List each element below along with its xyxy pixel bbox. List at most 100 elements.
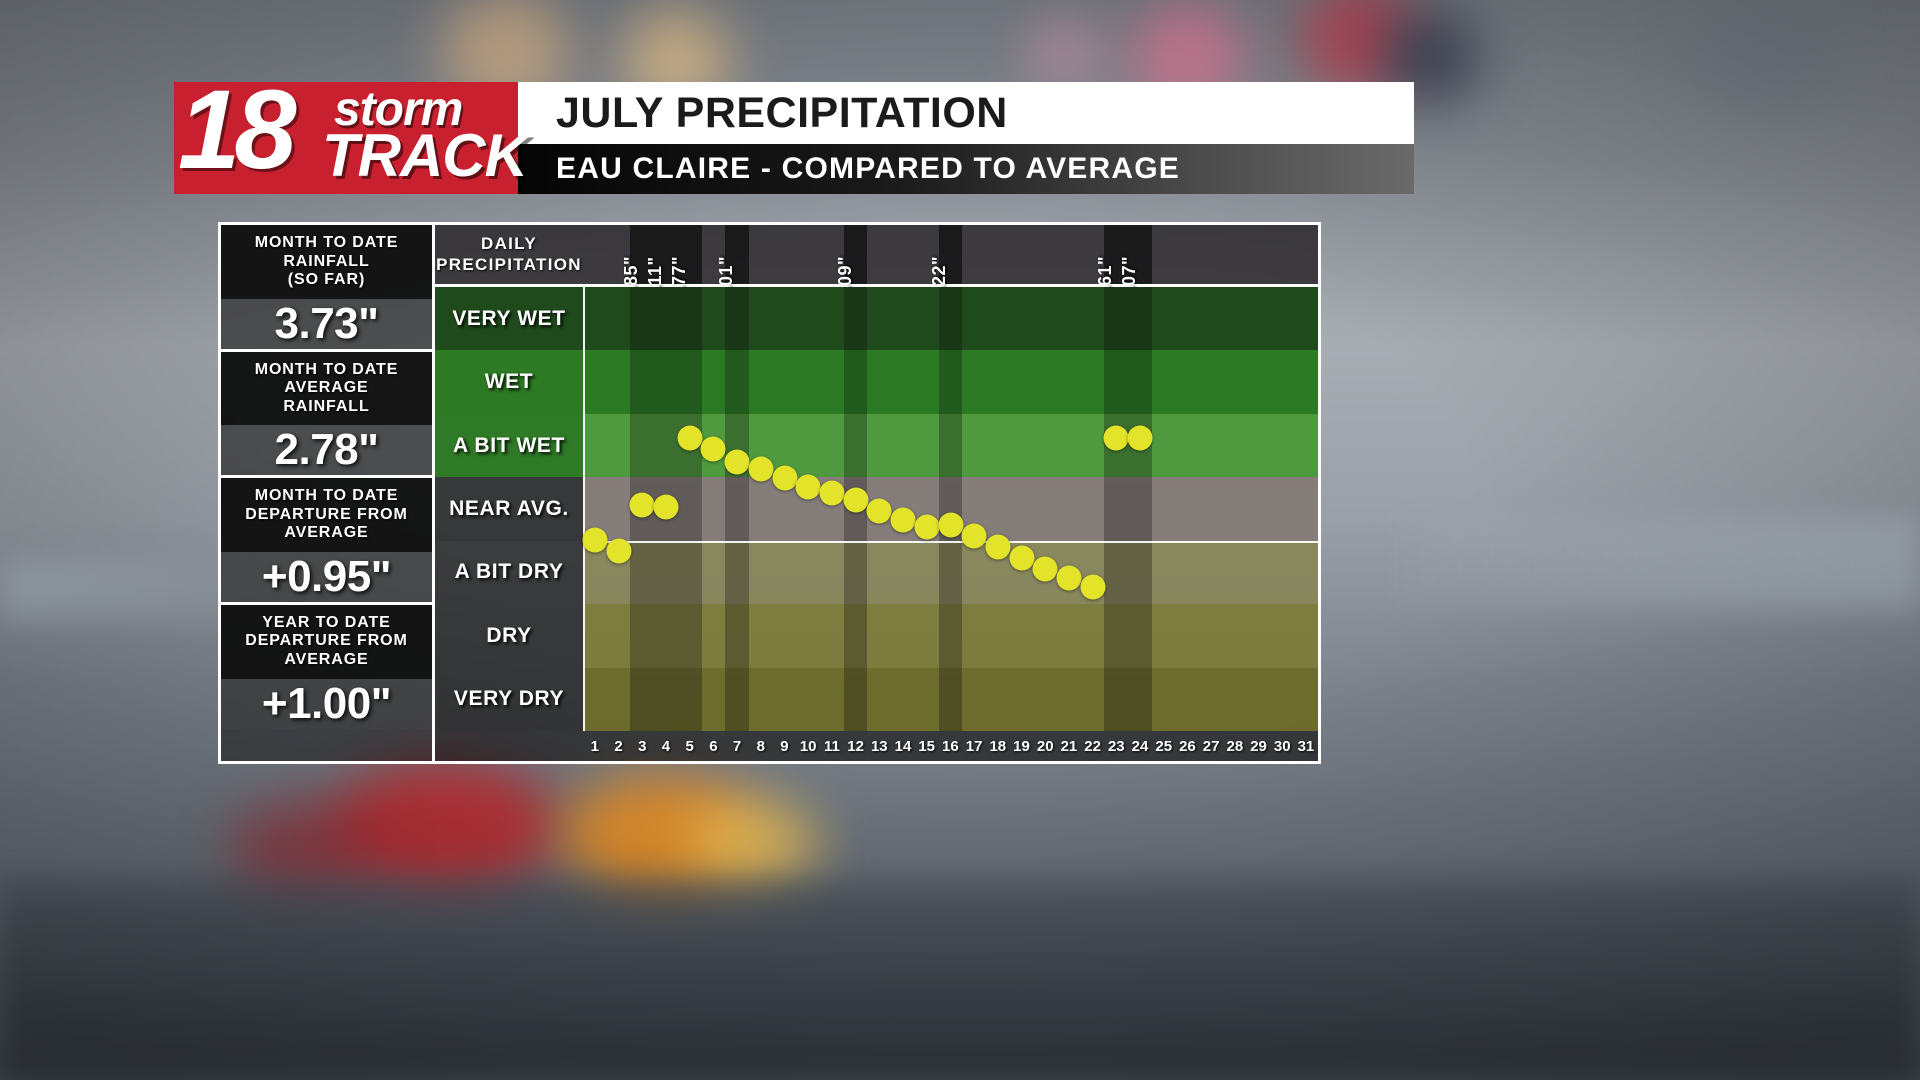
precipitation-chart: DAILY PRECIPITATION 0.85" 0.11" 0.77" 0.01" 0…	[435, 225, 1318, 761]
day-tick: 26	[1179, 737, 1196, 755]
day-tick: 23	[1107, 737, 1125, 755]
day-tick: 7	[732, 737, 742, 755]
day-tick: 6	[709, 737, 718, 755]
day-tick-labels: 1 2 3 4 5 6 7 8 9 10 11 12 13 14 15 16 17 18 19 20 21 22 23 24 2…	[583, 731, 1318, 761]
departure-dot	[677, 425, 703, 451]
day-tick: 12	[847, 737, 864, 755]
daily-amount-cell: 1.61"	[1095, 225, 1129, 302]
stats-column: MONTH TO DATE RAINFALL (SO FAR) 3.73" MONTH …	[221, 225, 435, 761]
band-fill	[583, 287, 1318, 351]
departure-dot	[653, 494, 679, 520]
day-tick: 8	[756, 737, 765, 755]
band-label: DRY	[486, 623, 532, 647]
departure-dot	[890, 507, 916, 533]
daily-amount-cell	[1152, 225, 1176, 284]
day-tick: 4	[661, 737, 671, 755]
day-shade-column	[725, 287, 749, 731]
departure-dot	[724, 449, 750, 475]
departure-dot	[606, 538, 632, 564]
day-tick: 25	[1155, 737, 1173, 755]
storm-track-18-logo: 18 storm TRACK	[174, 74, 528, 194]
category-band: VERY DRY	[435, 667, 1318, 731]
day-tick: 24	[1131, 737, 1149, 755]
day-tick: 5	[685, 737, 694, 755]
label-divider	[583, 287, 585, 731]
day-tick: 16	[942, 737, 959, 755]
stat-label: MONTH TO DATE AVERAGE RAINFALL	[221, 351, 432, 426]
day-tick: 27	[1202, 737, 1220, 755]
logo-storm-text: storm	[334, 83, 463, 136]
day-shade-column	[938, 287, 963, 731]
daily-amount-cell	[1199, 225, 1223, 284]
category-band: WET	[435, 350, 1318, 414]
page-subtitle: EAU CLAIRE - COMPARED TO AVERAGE	[556, 152, 1180, 185]
departure-dot	[582, 527, 608, 553]
band-label: NEAR AVG.	[449, 496, 569, 520]
stat-block: MONTH TO DATE DEPARTURE FROM AVERAGE +0.95"	[221, 475, 432, 602]
category-bands: VERY WET WET A BIT WET NEAR AVG. A BIT DRY DR…	[435, 287, 1318, 731]
band-label-bg	[435, 413, 583, 478]
day-tick: 22	[1084, 737, 1101, 755]
daily-amount-cell: 0.77"	[669, 225, 702, 302]
departure-dot	[1056, 565, 1082, 591]
stat-value: +0.95"	[221, 551, 432, 602]
axis-spacer	[435, 731, 583, 761]
category-band: DRY	[435, 604, 1318, 668]
day-tick: 1	[590, 737, 600, 755]
day-tick: 19	[1013, 737, 1030, 755]
daily-amount-cell	[749, 225, 773, 284]
band-label: A BIT WET	[453, 433, 565, 457]
departure-dot	[819, 480, 845, 506]
daily-amount-cell	[796, 225, 820, 284]
departure-dot	[748, 456, 774, 482]
day-tick: 9	[780, 737, 789, 755]
logo-number: 18	[178, 67, 297, 192]
stat-label: MONTH TO DATE RAINFALL (SO FAR)	[221, 225, 432, 299]
stat-value: 3.73"	[221, 298, 432, 349]
day-tick: 31	[1297, 737, 1315, 755]
day-shade-column	[677, 287, 702, 731]
category-band: VERY WET	[435, 287, 1318, 351]
departure-dot	[914, 514, 940, 540]
daily-amount-cell: 0.85"	[621, 225, 655, 302]
logo-track-text: TRACK	[322, 122, 528, 189]
stat-block: YEAR TO DATE DEPARTURE FROM AVERAGE +1.00"	[221, 601, 432, 729]
departure-dot	[938, 512, 963, 538]
departure-dot	[961, 523, 987, 549]
page-title: JULY PRECIPITATION	[556, 88, 1008, 137]
band-label-bg	[435, 604, 583, 668]
departure-dot	[772, 465, 798, 491]
stat-label: MONTH TO DATE DEPARTURE FROM AVERAGE	[221, 478, 432, 552]
day-tick: 18	[989, 737, 1007, 755]
band-label-bg	[435, 477, 583, 541]
traffic-light-glow	[230, 800, 380, 895]
departure-dot	[795, 474, 821, 500]
daily-amount-cell	[1223, 225, 1247, 284]
day-tick: 21	[1060, 737, 1078, 755]
precipitation-panel: MONTH TO DATE RAINFALL (SO FAR) 3.73" MONTH …	[218, 222, 1321, 764]
departure-dot	[1103, 425, 1129, 451]
day-tick: 17	[965, 737, 983, 755]
daily-amount-cell	[1270, 225, 1294, 284]
band-label-bg	[435, 540, 583, 605]
daily-amount-cell	[583, 225, 607, 284]
departure-dot	[629, 492, 655, 518]
stat-value: +1.00"	[221, 678, 432, 729]
day-tick: 29	[1250, 737, 1267, 755]
band-label-bg	[435, 667, 583, 731]
category-band: A BIT DRY	[435, 540, 1318, 605]
daily-amount-cell	[962, 225, 986, 284]
day-tick: 10	[799, 737, 817, 755]
title-bar: JULY PRECIPITATION	[518, 82, 1414, 144]
wet-pavement	[0, 880, 1920, 1080]
traffic-light-glow	[690, 800, 820, 890]
departure-dot	[843, 487, 869, 513]
day-tick: 28	[1226, 737, 1244, 755]
day-tick: 2	[614, 737, 623, 755]
daily-amount-cell	[1176, 225, 1200, 284]
daily-precipitation-label: DAILY PRECIPITATION	[436, 234, 582, 274]
daily-amount-cell	[867, 225, 891, 284]
daily-amount-row: 0.85" 0.11" 0.77" 0.01" 0.09" 0.22" 1.61" 0.07"	[583, 225, 1318, 302]
departure-dot	[866, 498, 892, 524]
bokeh-light	[1030, 20, 1100, 85]
